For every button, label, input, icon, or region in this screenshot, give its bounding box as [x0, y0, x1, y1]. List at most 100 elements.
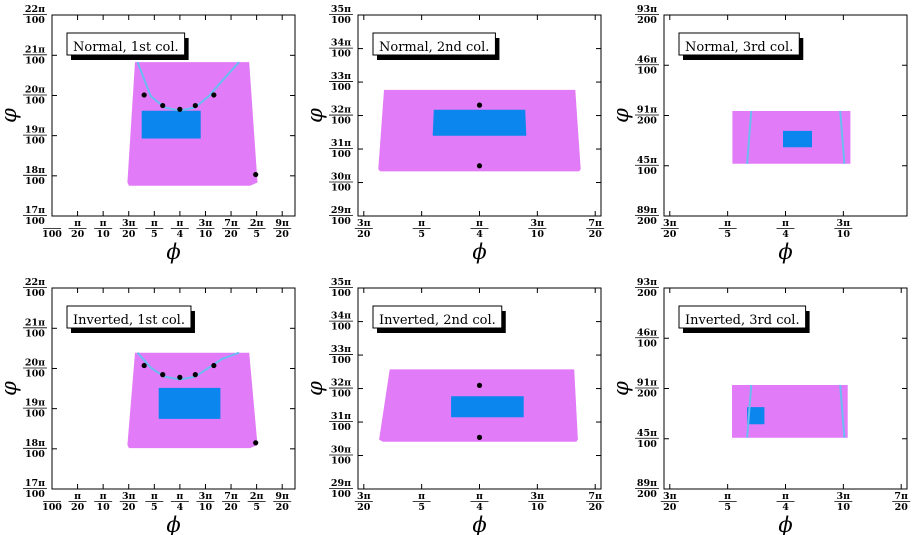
y-tick-label: 93π [637, 4, 657, 15]
x-axis-label: ϕ [166, 240, 180, 264]
x-tick-label: 20 [71, 229, 85, 240]
data-point [476, 434, 483, 440]
panel-4: 100π20π103π20π5π43π107π202π59π2022π10021… [0, 277, 296, 535]
y-tick-label: 20π [25, 84, 45, 95]
y-tick-label: 200 [637, 389, 657, 400]
y-tick-label: 100 [331, 149, 351, 160]
legend-text: Normal, 2nd col. [379, 40, 489, 55]
y-tick-label: 200 [637, 216, 657, 227]
plot-frame [51, 287, 296, 490]
boundary-curve [746, 384, 753, 438]
legend-box [66, 305, 192, 329]
x-tick-label: 4 [476, 229, 483, 240]
x-tick-label: 10 [199, 229, 213, 240]
x-tick-label: 2π [250, 218, 264, 229]
data-point [141, 362, 147, 369]
y-tick-label: 100 [331, 82, 351, 93]
legend: Inverted, 1st col. [66, 305, 195, 333]
x-tick-label: 3π [357, 218, 371, 229]
y-tick-label: 100 [25, 176, 45, 187]
x-tick-label: 10 [97, 502, 111, 513]
y-axis-label: φ [609, 108, 633, 123]
legend-text: Inverted, 1st col. [73, 313, 185, 328]
x-tick-label: 20 [276, 502, 290, 513]
blue-rectangle [451, 396, 524, 418]
blue-rectangle [747, 407, 765, 425]
y-tick-label: 93π [637, 277, 657, 288]
data-point [177, 374, 183, 380]
x-tick-label: 3π [837, 491, 851, 502]
y-tick-label: 29π [331, 205, 351, 216]
x-tick-label: 7π [588, 491, 602, 502]
data-point [476, 163, 483, 169]
legend-text: Inverted, 3rd col. [685, 313, 800, 328]
y-axis-label: φ [303, 108, 327, 123]
x-tick-label: 5 [724, 502, 731, 513]
y-tick-label: 45π [637, 428, 657, 439]
boundary-curve [746, 110, 753, 164]
x-tick-label: 3π [663, 491, 677, 502]
y-tick-label: 20π [25, 357, 45, 368]
data-point [160, 372, 166, 378]
x-tick-label: π [782, 491, 789, 502]
x-axis-label: ϕ [778, 513, 792, 535]
y-tick-label: 33π [331, 344, 351, 355]
data-point [211, 362, 217, 369]
x-tick-label: 5 [151, 502, 158, 513]
blue-rectangle [783, 130, 812, 148]
y-tick-label: 100 [331, 489, 351, 500]
data-point [192, 102, 198, 109]
y-tick-label: 100 [25, 136, 45, 147]
y-tick-label: 18π [25, 165, 45, 176]
y-axis-label: φ [303, 381, 327, 396]
x-tick-label: π [418, 218, 425, 229]
y-tick-label: 100 [25, 95, 45, 106]
x-tick-label: 5 [253, 502, 260, 513]
x-tick-label: 4 [782, 502, 789, 513]
y-tick-label: 35π [331, 4, 351, 15]
x-axis-label: ϕ [778, 240, 792, 264]
data-point [211, 92, 217, 98]
x-tick-label: 10 [531, 229, 545, 240]
y-tick-label: 45π [637, 155, 657, 166]
y-tick-label: 35π [331, 277, 351, 288]
y-tick-label: 100 [637, 166, 657, 177]
panel-5: 3π20π5π43π107π2035π10034π10033π10032π100… [303, 277, 605, 535]
data-point [192, 372, 198, 378]
y-tick-label: 200 [637, 489, 657, 500]
legend: Normal, 3rd col. [678, 32, 804, 60]
plot-frame [51, 14, 296, 217]
x-tick-label: 3π [531, 491, 545, 502]
x-tick-label: 3π [837, 218, 851, 229]
panel-2: 3π20π5π43π107π2035π10034π10033π10032π100… [303, 4, 605, 264]
y-tick-label: 200 [637, 116, 657, 127]
y-tick-label: 100 [25, 288, 45, 299]
data-point [253, 440, 259, 446]
boundary-curve [136, 61, 240, 112]
x-tick-label: 20 [589, 229, 603, 240]
x-tick-label: 10 [837, 502, 851, 513]
y-tick-label: 100 [331, 15, 351, 26]
allowed-region [732, 385, 848, 438]
blue-rectangle [141, 110, 201, 139]
x-tick-label: 7π [224, 491, 238, 502]
y-tick-label: 30π [331, 172, 351, 183]
data-point [177, 106, 183, 112]
y-tick-label: 91π [637, 105, 657, 116]
legend-box [66, 32, 186, 56]
legend-box [678, 305, 807, 329]
legend-box [678, 32, 800, 56]
y-tick-label: 22π [25, 4, 45, 15]
panel-6: 3π20π5π43π107π2093π20046π10091π20045π100… [609, 277, 911, 535]
x-tick-label: π [100, 491, 107, 502]
x-tick-label: 5 [418, 229, 425, 240]
x-tick-label: 3π [122, 218, 136, 229]
x-tick-label: 4 [476, 502, 483, 513]
x-tick-label: 20 [276, 229, 290, 240]
y-tick-label: 22π [25, 277, 45, 288]
y-tick-label: 100 [331, 389, 351, 400]
y-tick-label: 19π [25, 398, 45, 409]
panel-3: 3π20π5π43π1093π20046π10091π20045π10089π2… [609, 4, 908, 264]
x-tick-label: 4 [177, 229, 184, 240]
